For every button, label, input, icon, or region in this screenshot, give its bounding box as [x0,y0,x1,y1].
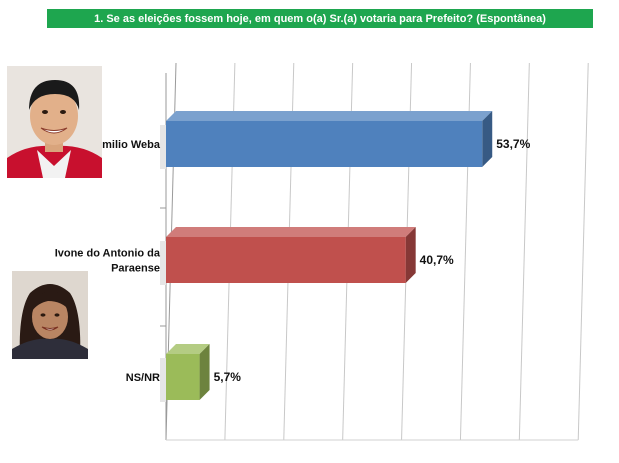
category-label: NS/NR [126,372,160,384]
bar-front [166,354,200,400]
value-label: 53,7% [496,137,530,151]
bar-end [482,111,493,167]
bar-top [166,111,493,121]
category-label: Emilio Weba [95,139,161,151]
bar [160,344,210,402]
value-label: 40,7% [420,253,454,267]
bar [160,111,493,169]
bar-front [166,121,483,167]
grid-line [577,62,589,441]
value-labels: 53,7% 40,7% 5,7% [214,137,531,384]
value-label: 5,7% [214,370,242,384]
chart-title: 1. Se as eleições fossem hoje, em quem o… [47,9,593,28]
bar-end [405,227,416,283]
bars [160,111,493,402]
grid-line [518,62,530,441]
bar-front [166,237,406,283]
category-labels: Emilio Weba Ivone do Antonio da Paraense NS… [55,139,161,384]
category-label: Ivone do Antonio da Paraense [55,248,161,275]
bar [160,227,416,285]
bar-shadow [160,125,166,169]
bar-shadow [160,241,166,285]
emilio-weba-photo [7,66,102,178]
ivone-photo [12,271,88,359]
bar-top [166,227,416,237]
bar-end [199,344,210,400]
bar-top [166,344,210,354]
bar-shadow [160,358,166,402]
